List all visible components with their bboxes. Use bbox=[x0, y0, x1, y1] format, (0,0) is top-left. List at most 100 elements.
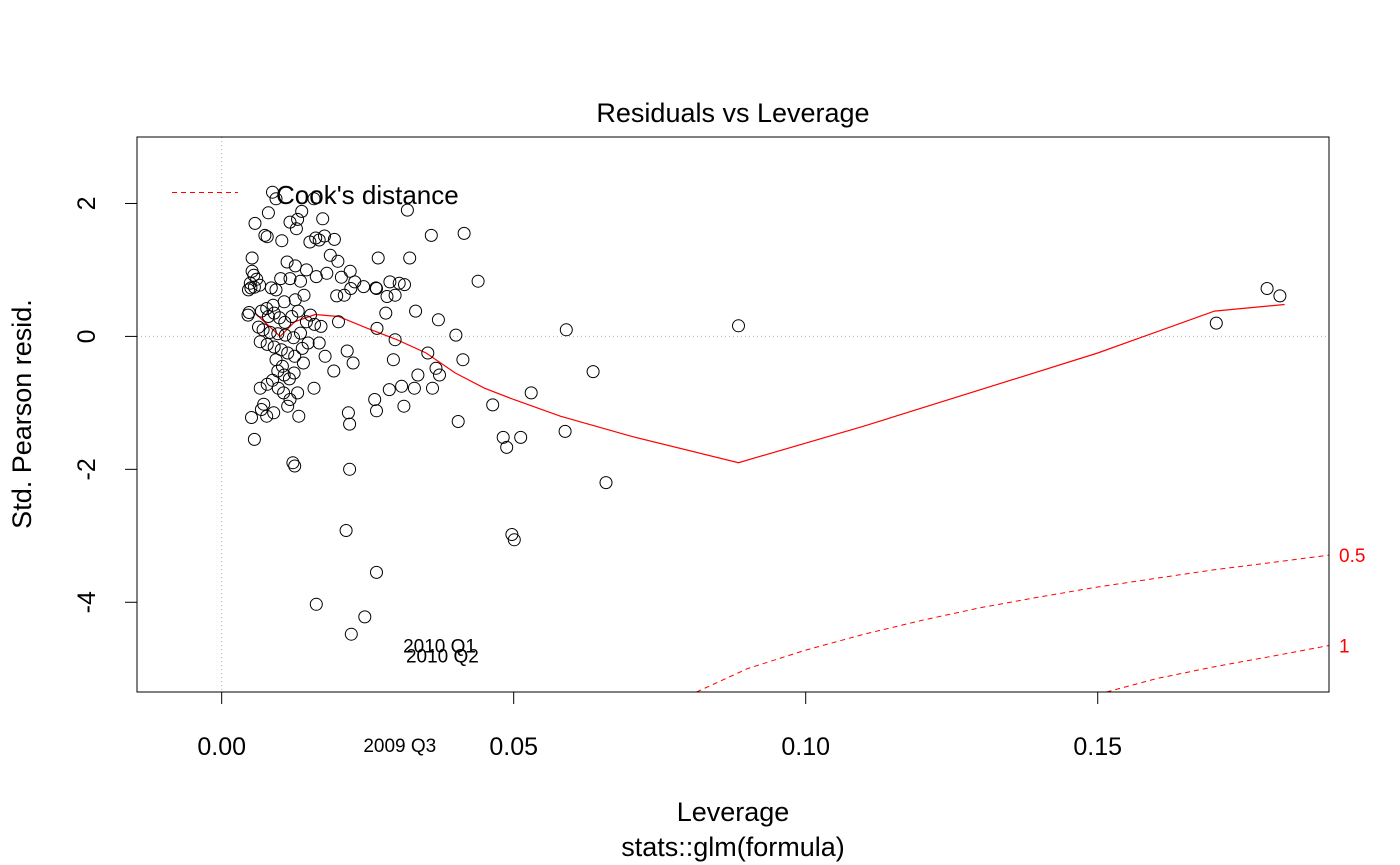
data-point bbox=[278, 315, 292, 329]
data-point bbox=[457, 226, 471, 240]
data-point bbox=[287, 366, 301, 380]
data-point bbox=[267, 406, 281, 420]
data-point bbox=[343, 264, 357, 278]
data-point bbox=[380, 290, 394, 303]
data-point bbox=[379, 306, 393, 320]
data-point bbox=[286, 456, 300, 470]
data-point bbox=[1273, 289, 1287, 303]
data-point bbox=[303, 235, 317, 249]
data-point bbox=[398, 278, 411, 292]
data-point bbox=[297, 288, 311, 302]
data-point bbox=[304, 308, 317, 322]
data-point bbox=[1260, 282, 1274, 295]
x-tick-label: 0.05 bbox=[489, 733, 538, 761]
data-point bbox=[277, 295, 291, 309]
data-point bbox=[732, 319, 745, 333]
data-point bbox=[318, 349, 332, 363]
data-point bbox=[403, 251, 417, 265]
data-point bbox=[263, 325, 277, 339]
data-point bbox=[296, 356, 310, 370]
y-tick-label: -2 bbox=[73, 458, 101, 480]
cooks-distance-contours: 0.51 bbox=[696, 546, 1365, 693]
data-point bbox=[301, 336, 315, 350]
data-point bbox=[1209, 316, 1223, 330]
data-point bbox=[370, 565, 383, 579]
data-point bbox=[318, 229, 331, 243]
data-point bbox=[271, 381, 285, 395]
plot-frame bbox=[136, 136, 1330, 693]
data-point bbox=[344, 282, 358, 295]
data-point bbox=[281, 399, 295, 413]
data-point bbox=[261, 206, 275, 220]
data-point bbox=[507, 533, 521, 547]
data-point bbox=[471, 274, 485, 288]
data-point bbox=[281, 346, 295, 360]
data-point bbox=[559, 323, 573, 337]
data-point bbox=[340, 344, 354, 358]
x-axis-label: Leverage bbox=[677, 797, 790, 827]
data-point bbox=[294, 274, 307, 288]
data-point bbox=[299, 315, 313, 329]
reference-lines bbox=[137, 137, 1329, 692]
data-point bbox=[291, 386, 305, 400]
data-point bbox=[291, 304, 305, 318]
data-point bbox=[316, 212, 330, 226]
data-point bbox=[407, 381, 421, 395]
x-axis: 0.00 0.05 0.10 0.15 bbox=[197, 691, 1122, 761]
data-point bbox=[288, 349, 302, 363]
data-point bbox=[424, 228, 438, 242]
data-point bbox=[331, 254, 345, 268]
data-point bbox=[309, 597, 323, 611]
data-point bbox=[269, 283, 283, 297]
data-point bbox=[383, 275, 397, 289]
data-point bbox=[294, 326, 307, 340]
data-point bbox=[266, 373, 279, 387]
data-point bbox=[386, 353, 400, 367]
data-point bbox=[397, 399, 411, 413]
data-point bbox=[291, 212, 305, 226]
data-point bbox=[247, 432, 261, 446]
data-point bbox=[258, 228, 272, 242]
data-point bbox=[339, 524, 353, 537]
data-point bbox=[334, 270, 348, 284]
data-point bbox=[599, 476, 613, 490]
data-point bbox=[395, 379, 409, 393]
data-point bbox=[260, 409, 274, 423]
data-point bbox=[312, 336, 326, 350]
cooks-contour-label-1: 1 bbox=[1339, 636, 1350, 657]
data-point bbox=[348, 275, 362, 289]
data-point bbox=[400, 203, 414, 217]
point-label: 2010 Q1 bbox=[403, 636, 476, 657]
data-point bbox=[309, 270, 323, 284]
data-point bbox=[254, 403, 268, 416]
cooks-contour-label-0.5: 0.5 bbox=[1339, 546, 1365, 567]
y-tick-label: -4 bbox=[73, 591, 101, 613]
data-point bbox=[283, 393, 297, 406]
data-point bbox=[344, 627, 358, 641]
data-point bbox=[295, 204, 309, 218]
data-point bbox=[332, 315, 345, 329]
data-point bbox=[260, 230, 274, 244]
data-point bbox=[346, 356, 360, 370]
smoother-line bbox=[256, 303, 1285, 464]
x-tick-label: 0.00 bbox=[197, 733, 246, 761]
data-point bbox=[370, 404, 383, 418]
data-point bbox=[283, 272, 297, 286]
data-point bbox=[421, 346, 435, 360]
data-point bbox=[266, 185, 279, 199]
data-point bbox=[343, 462, 357, 476]
data-point bbox=[307, 381, 321, 395]
data-point bbox=[323, 248, 337, 262]
data-point bbox=[429, 361, 443, 375]
data-point bbox=[500, 440, 514, 454]
data-point bbox=[275, 359, 289, 373]
cooks-contour-1 bbox=[1106, 645, 1330, 693]
data-point bbox=[524, 386, 538, 400]
data-point bbox=[287, 331, 300, 345]
data-point bbox=[433, 368, 446, 382]
data-point bbox=[245, 411, 258, 424]
data-point bbox=[496, 430, 510, 444]
data-point bbox=[370, 321, 384, 335]
data-point bbox=[388, 288, 402, 302]
